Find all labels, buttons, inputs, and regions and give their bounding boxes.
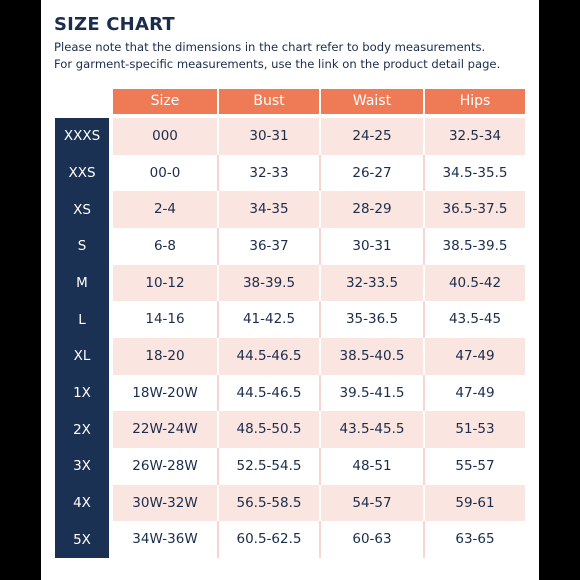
size-label: XL bbox=[55, 348, 109, 364]
cell-bust: 60.5-62.5 bbox=[217, 521, 319, 558]
table-row: XXS 00-0 32-33 26-27 34.5-35.5 bbox=[55, 155, 525, 192]
table-row: 3X 26W-28W 52.5-54.5 48-51 55-57 bbox=[55, 448, 525, 485]
cell-size: 000 bbox=[113, 118, 217, 155]
cell-hips: 55-57 bbox=[423, 448, 525, 485]
cell-bust: 38-39.5 bbox=[217, 265, 319, 302]
size-label: 4X bbox=[55, 495, 109, 511]
cell-bust: 52.5-54.5 bbox=[217, 448, 319, 485]
size-label: 5X bbox=[55, 532, 109, 548]
cell-size: 34W-36W bbox=[113, 521, 217, 558]
cell-waist: 48-51 bbox=[319, 448, 423, 485]
cell-hips: 51-53 bbox=[423, 411, 525, 448]
cell-size: 18W-20W bbox=[113, 375, 217, 412]
cell-size: 22W-24W bbox=[113, 411, 217, 448]
cell-size: 14-16 bbox=[113, 301, 217, 338]
measurement-note: Please note that the dimensions in the c… bbox=[54, 39, 534, 73]
size-label: 2X bbox=[55, 422, 109, 438]
cell-waist: 38.5-40.5 bbox=[319, 338, 423, 375]
table-row: L 14-16 41-42.5 35-36.5 43.5-45 bbox=[55, 301, 525, 338]
cell-bust: 41-42.5 bbox=[217, 301, 319, 338]
cell-size: 30W-32W bbox=[113, 485, 217, 522]
cell-waist: 39.5-41.5 bbox=[319, 375, 423, 412]
cell-waist: 32-33.5 bbox=[319, 265, 423, 302]
cell-bust: 30-31 bbox=[217, 118, 319, 155]
cell-bust: 34-35 bbox=[217, 191, 319, 228]
column-header-size: Size bbox=[113, 89, 217, 114]
cell-hips: 59-61 bbox=[423, 485, 525, 522]
cell-waist: 24-25 bbox=[319, 118, 423, 155]
table-row: 5X 34W-36W 60.5-62.5 60-63 63-65 bbox=[55, 521, 525, 558]
cell-bust: 44.5-46.5 bbox=[217, 338, 319, 375]
size-label: L bbox=[55, 312, 109, 328]
table-row: XS 2-4 34-35 28-29 36.5-37.5 bbox=[55, 191, 525, 228]
table-header: Size Bust Waist Hips bbox=[113, 89, 525, 114]
cell-bust: 32-33 bbox=[217, 155, 319, 192]
cell-waist: 60-63 bbox=[319, 521, 423, 558]
cell-bust: 44.5-46.5 bbox=[217, 375, 319, 412]
table-row: S 6-8 36-37 30-31 38.5-39.5 bbox=[55, 228, 525, 265]
note-line-2: For garment-specific measurements, use t… bbox=[54, 56, 534, 73]
cell-waist: 54-57 bbox=[319, 485, 423, 522]
cell-waist: 43.5-45.5 bbox=[319, 411, 423, 448]
cell-size: 26W-28W bbox=[113, 448, 217, 485]
cell-hips: 47-49 bbox=[423, 375, 525, 412]
table-row: 2X 22W-24W 48.5-50.5 43.5-45.5 51-53 bbox=[55, 411, 525, 448]
cell-size: 2-4 bbox=[113, 191, 217, 228]
cell-bust: 56.5-58.5 bbox=[217, 485, 319, 522]
table-row: 4X 30W-32W 56.5-58.5 54-57 59-61 bbox=[55, 485, 525, 522]
column-header-hips: Hips bbox=[423, 89, 525, 114]
cell-waist: 35-36.5 bbox=[319, 301, 423, 338]
size-chart-panel: SIZE CHART Please note that the dimensio… bbox=[41, 0, 539, 580]
cell-hips: 47-49 bbox=[423, 338, 525, 375]
size-label: M bbox=[55, 275, 109, 291]
cell-hips: 32.5-34 bbox=[423, 118, 525, 155]
note-line-1: Please note that the dimensions in the c… bbox=[54, 39, 534, 56]
table-row: M 10-12 38-39.5 32-33.5 40.5-42 bbox=[55, 265, 525, 302]
cell-size: 6-8 bbox=[113, 228, 217, 265]
cell-hips: 38.5-39.5 bbox=[423, 228, 525, 265]
cell-bust: 36-37 bbox=[217, 228, 319, 265]
cell-size: 00-0 bbox=[113, 155, 217, 192]
cell-waist: 30-31 bbox=[319, 228, 423, 265]
size-label: XS bbox=[55, 202, 109, 218]
size-label: 3X bbox=[55, 458, 109, 474]
cell-size: 10-12 bbox=[113, 265, 217, 302]
cell-hips: 34.5-35.5 bbox=[423, 155, 525, 192]
cell-waist: 28-29 bbox=[319, 191, 423, 228]
column-header-bust: Bust bbox=[217, 89, 319, 114]
table-row: 1X 18W-20W 44.5-46.5 39.5-41.5 47-49 bbox=[55, 375, 525, 412]
cell-waist: 26-27 bbox=[319, 155, 423, 192]
size-label: 1X bbox=[55, 385, 109, 401]
cell-hips: 40.5-42 bbox=[423, 265, 525, 302]
size-label: XXS bbox=[55, 165, 109, 181]
table-row: XL 18-20 44.5-46.5 38.5-40.5 47-49 bbox=[55, 338, 525, 375]
size-table-body: XXXS 000 30-31 24-25 32.5-34 XXS 00-0 32-33 26-2… bbox=[55, 118, 525, 558]
table-row: XXXS 000 30-31 24-25 32.5-34 bbox=[55, 118, 525, 155]
cell-hips: 36.5-37.5 bbox=[423, 191, 525, 228]
size-label: XXXS bbox=[55, 128, 109, 144]
size-label: S bbox=[55, 238, 109, 254]
page-title: SIZE CHART bbox=[54, 14, 175, 35]
cell-size: 18-20 bbox=[113, 338, 217, 375]
column-header-waist: Waist bbox=[319, 89, 423, 114]
cell-hips: 63-65 bbox=[423, 521, 525, 558]
cell-bust: 48.5-50.5 bbox=[217, 411, 319, 448]
cell-hips: 43.5-45 bbox=[423, 301, 525, 338]
